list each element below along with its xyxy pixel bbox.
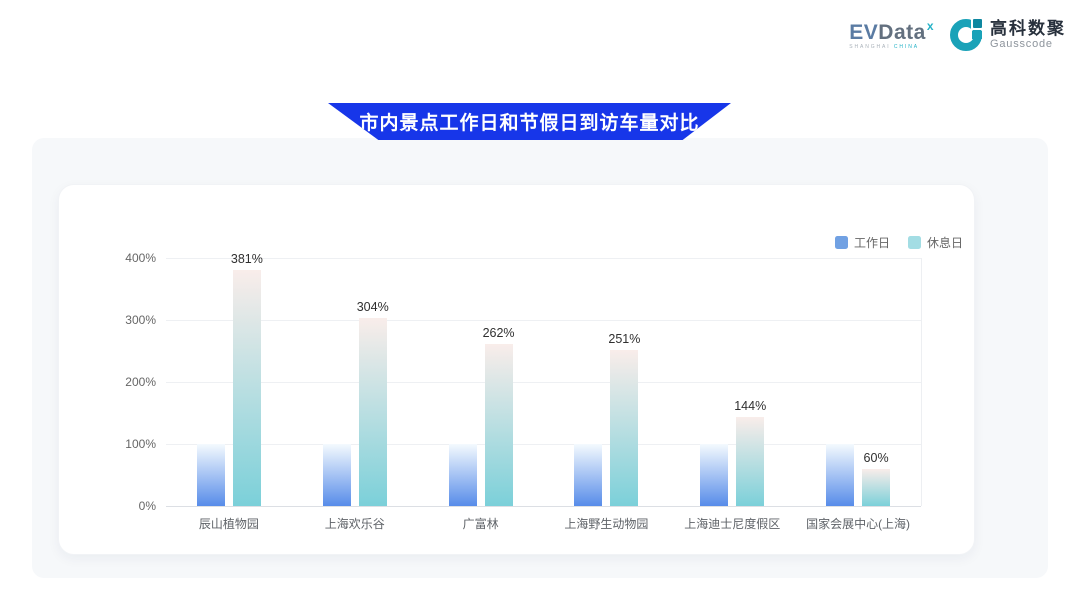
- value-label: 262%: [482, 325, 515, 340]
- legend-item-workday[interactable]: 工作日: [834, 234, 890, 251]
- brand-logos: EVDatax SHANGHAI CHINA 高科数聚 Gausscode: [849, 17, 1066, 52]
- page-title: 市内景点工作日和节假日到访车量对比: [359, 113, 700, 134]
- plot-area: 工作日 休息日 0% 100% 200% 300% 400% 381% 辰山植物园 304% 上海…: [125, 236, 963, 531]
- category-label: 上海欢乐谷: [324, 517, 385, 531]
- evdata-x-icon: x: [926, 19, 934, 33]
- evdata-ev-text: EV: [849, 21, 879, 44]
- chart-legend: 工作日 休息日: [834, 234, 963, 251]
- gausscode-g-icon: [949, 17, 984, 52]
- gridline: [166, 258, 921, 259]
- title-banner: 市内景点工作日和节假日到访车量对比: [328, 103, 731, 140]
- x-axis-line: [166, 506, 921, 507]
- y-tick-label: 0%: [138, 499, 156, 513]
- category-label: 国家会展中心(上海): [806, 517, 911, 531]
- bar-restday[interactable]: [232, 269, 261, 506]
- y-tick-label: 200%: [125, 375, 156, 389]
- gridline: [166, 444, 921, 445]
- bar-group: 144% 上海迪士尼度假区: [669, 258, 795, 531]
- value-label: 60%: [863, 450, 889, 465]
- legend-item-restday[interactable]: 休息日: [907, 234, 963, 251]
- evdata-caption: SHANGHAI CHINA: [849, 45, 934, 50]
- category-label: 辰山植物园: [198, 517, 259, 531]
- bar-restday[interactable]: [484, 343, 513, 506]
- gridline: [166, 320, 921, 321]
- chart-card: 工作日 休息日 0% 100% 200% 300% 400% 381% 辰山植物园 304% 上海…: [58, 184, 975, 555]
- bar-restday[interactable]: [358, 317, 387, 506]
- evdata-wordmark: EVDatax: [849, 20, 934, 43]
- evdata-caption-right: CHINA: [893, 44, 919, 50]
- gridline: [166, 382, 921, 383]
- gausscode-logo: 高科数聚 Gausscode: [949, 17, 1066, 52]
- bar-workday[interactable]: [700, 444, 729, 506]
- evdata-logo: EVDatax SHANGHAI CHINA: [849, 20, 934, 50]
- bar-group: 251% 上海野生动物园: [544, 258, 670, 531]
- legend-label: 休息日: [926, 236, 963, 250]
- value-label: 381%: [230, 251, 263, 266]
- legend-swatch-icon: [907, 236, 921, 249]
- category-label: 上海迪士尼度假区: [684, 517, 781, 531]
- bar-group: 304% 上海欢乐谷: [292, 258, 418, 531]
- evdata-caption-left: SHANGHAI: [849, 44, 891, 50]
- bar-group: 60% 国家会展中心(上海): [795, 258, 921, 531]
- y-tick-label: 100%: [125, 437, 156, 451]
- category-label: 广富林: [462, 517, 499, 531]
- bar-workday[interactable]: [448, 444, 477, 506]
- bar-restday[interactable]: [862, 468, 891, 506]
- category-label: 上海野生动物园: [564, 517, 649, 531]
- evdata-data-text: Data: [878, 21, 926, 44]
- y-tick-label: 300%: [125, 313, 156, 327]
- bar-workday[interactable]: [826, 444, 855, 506]
- value-label: 144%: [734, 398, 767, 413]
- bar-workday[interactable]: [196, 444, 225, 506]
- bar-workday[interactable]: [322, 444, 351, 506]
- legend-swatch-icon: [834, 236, 848, 249]
- bar-group: 262% 广富林: [418, 258, 544, 531]
- gausscode-cn-name: 高科数聚: [990, 19, 1066, 38]
- bar-workday[interactable]: [574, 444, 603, 506]
- gausscode-en-name: Gausscode: [990, 38, 1053, 50]
- bar-restday[interactable]: [736, 416, 765, 506]
- bar-group: 381% 辰山植物园: [166, 252, 292, 531]
- value-label: 304%: [356, 299, 389, 314]
- chart-panel: 工作日 休息日 0% 100% 200% 300% 400% 381% 辰山植物园 304% 上海…: [32, 138, 1048, 578]
- y-tick-label: 400%: [125, 251, 156, 265]
- value-label: 251%: [608, 332, 641, 347]
- legend-label: 工作日: [853, 236, 890, 250]
- bar-restday[interactable]: [610, 350, 639, 506]
